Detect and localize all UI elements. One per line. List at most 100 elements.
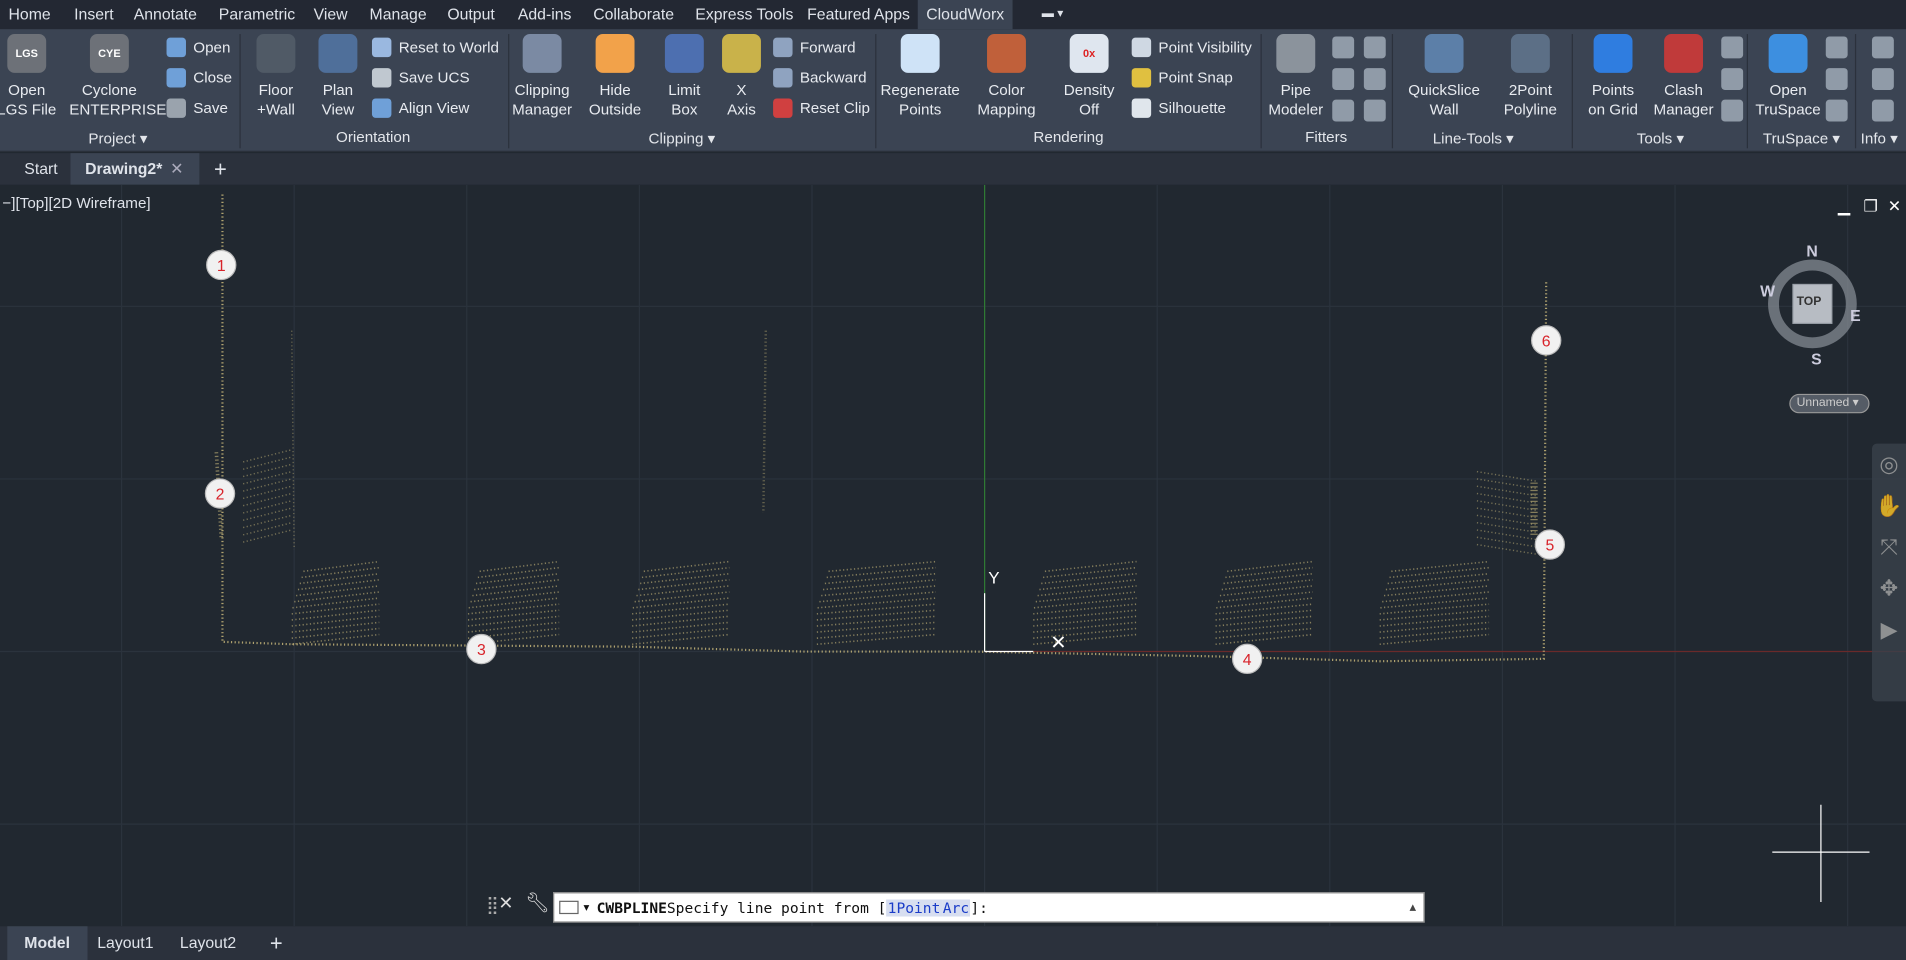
compass-n[interactable]: N [1806, 241, 1818, 261]
menu-parametric[interactable]: Parametric [218, 4, 296, 24]
customize-wrench-icon[interactable]: 🔧︎ [525, 893, 550, 915]
menu-insert[interactable]: Insert [74, 4, 114, 24]
point-snap-button[interactable]: Point Snap [1131, 64, 1233, 91]
menu-home[interactable]: Home [8, 4, 51, 24]
command-grip-icon[interactable]: ⣿ [486, 894, 499, 915]
menu-add-ins[interactable]: Add-ins [517, 4, 572, 24]
ucs-dropdown[interactable]: Unnamed ▾ [1789, 393, 1870, 414]
menu-output[interactable]: Output [447, 4, 495, 24]
plan-view-button[interactable]: Plan View [298, 32, 378, 120]
fitter-steel-icon[interactable] [1332, 68, 1355, 90]
points-on-grid-button[interactable]: Points on Grid [1573, 32, 1653, 120]
ribbon: Project ▾ Orientation Clipping ▾ Rendering F… [0, 29, 1906, 152]
quickslice-wall-button[interactable]: QuickSlice Wall [1404, 32, 1484, 120]
forward-button[interactable]: Forward [773, 34, 856, 61]
viewcube-top[interactable]: TOP [1796, 295, 1822, 309]
fitter-beam-icon[interactable] [1363, 68, 1386, 90]
fitter-cylinder-icon[interactable] [1332, 36, 1355, 59]
floor-wall-button[interactable]: Floor +Wall [236, 32, 316, 120]
density-off-button[interactable]: 0x Density Off [1049, 32, 1129, 120]
tool-snapshot-icon[interactable] [1721, 36, 1744, 59]
viewport-controls-label[interactable]: −][Top][2D Wireframe] [2, 194, 151, 212]
drawing-viewport[interactable]: Y ✕ 1 2 3 4 5 6 −][Top][2D Wireframe] ▁ ❐ ✕ TOP… [0, 184, 1906, 927]
menu-annotate[interactable]: Annotate [133, 4, 197, 24]
tab-layout1[interactable]: Layout1 [97, 933, 154, 952]
truspace-button[interactable]: Open TruSpace [1748, 32, 1828, 120]
regenerate-points-button[interactable]: Regenerate Points [880, 32, 960, 120]
restore-icon[interactable]: ❐ [1863, 196, 1878, 216]
tab-start[interactable]: Start [24, 159, 58, 178]
limit-box-button[interactable]: Limit Box [644, 32, 724, 120]
pipe-modeler-button[interactable]: Pipe Modeler [1256, 32, 1336, 120]
save-ucs-button[interactable]: Save UCS [371, 64, 470, 91]
point-cloud-segment [472, 585, 560, 597]
panel-label[interactable]: TruSpace ▾ [1762, 130, 1841, 148]
hide-outside-button[interactable]: Hide Outside [575, 32, 655, 120]
alert-icon[interactable] [1871, 68, 1894, 90]
align-view-button[interactable]: Align View [371, 95, 469, 122]
tab-model[interactable]: Model [7, 926, 87, 960]
button-label: +Wall [256, 100, 295, 118]
menu-express-tools[interactable]: Express Tools [695, 4, 794, 24]
panel-label[interactable]: Orientation [336, 128, 411, 146]
backward-button[interactable]: Backward [773, 64, 867, 91]
navigation-bar[interactable]: ◎ ✋ ⤧ ✥ ▶ [1871, 443, 1906, 702]
compass-w[interactable]: W [1760, 282, 1776, 301]
menu-cloudworx[interactable]: CloudWorx [917, 0, 1013, 30]
tab-drawing2[interactable]: Drawing2* [70, 153, 199, 185]
option-1point[interactable]: 1Point [886, 898, 942, 916]
info-icon[interactable] [1871, 99, 1894, 122]
panel-label[interactable]: Project ▾ [88, 130, 148, 148]
panel-label[interactable]: Fitters [1305, 128, 1348, 146]
compass-s[interactable]: S [1811, 350, 1822, 369]
clipping-manager-button[interactable]: Clipping Manager [502, 32, 582, 120]
compass-e[interactable]: E [1850, 306, 1861, 325]
color-mapping-button[interactable]: Color Mapping [966, 32, 1046, 120]
workspace-dropdown-icon[interactable]: ▬ ▾ [1041, 7, 1064, 21]
close-tab-icon[interactable]: ✕ [170, 159, 184, 178]
truspace-locate-icon[interactable] [1825, 68, 1848, 90]
lgs-button[interactable]: LGS Open LGS File [0, 32, 67, 120]
new-layout-button[interactable]: + [269, 931, 283, 956]
new-tab-button[interactable]: + [213, 156, 227, 182]
save-button[interactable]: Save [166, 95, 228, 122]
clash-manager-button[interactable]: Clash Manager [1643, 32, 1723, 120]
viewcube[interactable]: TOP N S W E [1760, 238, 1861, 369]
cyclone-button[interactable]: CYE Cyclone ENTERPRISE [69, 32, 166, 120]
option-arc[interactable]: Arc [941, 898, 971, 916]
command-expand-icon[interactable]: ▲ [1409, 901, 1417, 914]
menu-view[interactable]: View [313, 4, 348, 24]
menu-collaborate[interactable]: Collaborate [593, 4, 675, 24]
open-button[interactable]: Open [166, 34, 230, 61]
tab-layout2[interactable]: Layout2 [179, 933, 237, 952]
minimize-icon[interactable]: ▁ [1837, 196, 1851, 216]
truspace-pin-icon[interactable] [1825, 36, 1848, 59]
panel-label[interactable]: Tools ▾ [1636, 130, 1685, 148]
menu-featured-apps[interactable]: Featured Apps [807, 4, 910, 24]
reset-clip-button[interactable]: Reset Clip [773, 95, 870, 122]
fitter-edit-icon[interactable] [1363, 99, 1386, 122]
help-icon[interactable] [1871, 36, 1894, 59]
tool-light-icon[interactable] [1721, 68, 1744, 90]
menu-manage[interactable]: Manage [369, 4, 427, 24]
polyline-button[interactable]: 2Point Polyline [1490, 32, 1570, 120]
x-axis-button[interactable]: X Axis [701, 32, 781, 120]
close-command-icon[interactable]: ✕ [498, 893, 514, 915]
close-file-button[interactable]: Close [166, 64, 232, 91]
panel-label[interactable]: Line-Tools ▾ [1432, 130, 1514, 148]
command-history-icon[interactable] [559, 900, 579, 915]
point-visibility-button[interactable]: Point Visibility [1131, 34, 1252, 61]
command-line[interactable]: ▼ CWBPLINE Specify line point from [1Poi… [553, 892, 1425, 923]
marker-label: 6 [1542, 333, 1551, 350]
fitter-sphere-icon[interactable] [1332, 99, 1355, 122]
panel-label[interactable]: Clipping ▾ [648, 130, 716, 148]
close-viewport-icon[interactable]: ✕ [1887, 196, 1902, 216]
panel-label[interactable]: Rendering [1033, 128, 1104, 146]
truspace-off-icon[interactable] [1825, 99, 1848, 122]
fitter-plane-icon[interactable] [1363, 36, 1386, 59]
silhouette-button[interactable]: Silhouette [1131, 95, 1226, 122]
reset-world-button[interactable]: Reset to World [371, 34, 499, 61]
point-cloud-segment [291, 330, 295, 550]
tool-target-icon[interactable] [1721, 99, 1744, 122]
panel-label[interactable]: Info ▾ [1860, 130, 1898, 148]
